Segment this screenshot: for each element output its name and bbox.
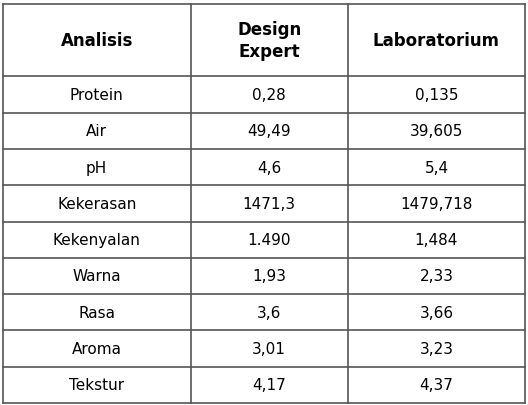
Text: 4,6: 4,6 — [257, 160, 281, 175]
Text: Warna: Warna — [72, 269, 121, 284]
Text: 0,135: 0,135 — [415, 88, 458, 103]
Text: 3,01: 3,01 — [252, 341, 286, 356]
Text: 1471,3: 1471,3 — [243, 196, 296, 211]
Text: Kekenyalan: Kekenyalan — [53, 232, 140, 247]
Text: 1.490: 1.490 — [248, 232, 291, 247]
Text: 3,23: 3,23 — [420, 341, 454, 356]
Text: 1479,718: 1479,718 — [400, 196, 473, 211]
Text: Laboratorium: Laboratorium — [373, 32, 500, 50]
Text: 49,49: 49,49 — [248, 124, 291, 139]
Text: pH: pH — [86, 160, 107, 175]
Text: Aroma: Aroma — [72, 341, 122, 356]
Text: Kekerasan: Kekerasan — [57, 196, 136, 211]
Text: Protein: Protein — [70, 88, 124, 103]
Text: 1,484: 1,484 — [415, 232, 458, 247]
Text: Analisis: Analisis — [61, 32, 133, 50]
Text: Air: Air — [86, 124, 107, 139]
Text: 4,17: 4,17 — [252, 377, 286, 392]
Text: 5,4: 5,4 — [425, 160, 449, 175]
Text: 1,93: 1,93 — [252, 269, 286, 284]
Text: Tekstur: Tekstur — [69, 377, 124, 392]
Text: 3,6: 3,6 — [257, 305, 281, 320]
Text: 3,66: 3,66 — [419, 305, 454, 320]
Text: 4,37: 4,37 — [420, 377, 454, 392]
Text: 0,28: 0,28 — [252, 88, 286, 103]
Text: Rasa: Rasa — [78, 305, 115, 320]
Text: Design
Expert: Design Expert — [237, 21, 301, 61]
Text: 39,605: 39,605 — [410, 124, 463, 139]
Text: 2,33: 2,33 — [420, 269, 454, 284]
